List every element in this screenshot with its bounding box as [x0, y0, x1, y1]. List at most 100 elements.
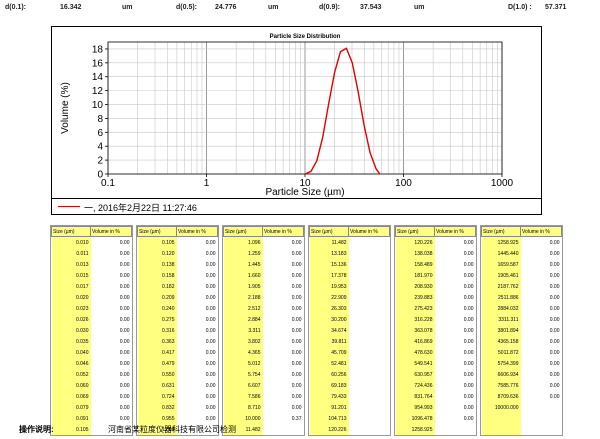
volume-column-header: Volume in %: [434, 226, 476, 237]
size-cell: 1.445: [223, 259, 263, 270]
size-cell: 19.953: [309, 281, 349, 292]
table-row: 79.433: [309, 391, 390, 402]
volume-cell: [348, 391, 390, 402]
size-cell: 0.011: [51, 248, 91, 259]
d05-unit: um: [268, 4, 279, 11]
volume-column-header: Volume in %: [90, 226, 132, 237]
size-cell: 3311.311: [481, 314, 521, 325]
size-cell: 26.303: [309, 303, 349, 314]
size-cell: 239.883: [395, 292, 435, 303]
size-cell: 7585.776: [481, 380, 521, 391]
table-row: 1.096 0.00: [223, 236, 304, 248]
size-cell: 5.012: [223, 358, 263, 369]
volume-cell: 0.00: [520, 325, 562, 336]
table-row: 11.482: [223, 424, 304, 435]
table-row: 630.957 0.00: [395, 369, 476, 380]
table-row: 7585.776 0.00: [481, 380, 562, 391]
size-cell: 30.200: [309, 314, 349, 325]
size-cell: 0.105: [137, 236, 177, 248]
volume-cell: 0.00: [520, 314, 562, 325]
size-cell: 52.481: [309, 358, 349, 369]
table-row: 1659.587 0.00: [481, 259, 562, 270]
table-row: 6606.934 0.00: [481, 369, 562, 380]
volume-cell: 0.00: [262, 402, 304, 413]
volume-cell: 0.00: [434, 325, 476, 336]
volume-cell: 0.00: [90, 402, 132, 413]
volume-cell: [520, 413, 562, 424]
table-row: 0.013 0.00: [51, 259, 132, 270]
size-cell: 120.226: [395, 236, 435, 248]
volume-cell: [434, 424, 476, 435]
size-cell: 724.436: [395, 380, 435, 391]
volume-cell: [348, 413, 390, 424]
size-cell: 6.607: [223, 380, 263, 391]
volume-cell: 0.00: [262, 259, 304, 270]
table-row: 104.713: [309, 413, 390, 424]
size-cell: 4.365: [223, 347, 263, 358]
volume-cell: 0.00: [434, 259, 476, 270]
table-row: 0.105 0.00: [137, 236, 218, 248]
table-row: 0.079 0.00: [51, 402, 132, 413]
size-column-header: Size (µm): [223, 226, 263, 237]
size-table-5: Size (µm) Volume in % 120.226 0.00 138.038 0.…: [394, 225, 477, 436]
volume-cell: [348, 303, 390, 314]
table-row: 4365.158 0.00: [481, 336, 562, 347]
y-axis-label: Volume (%): [60, 82, 71, 134]
size-table-2: Size (µm) Volume in % 0.105 0.00 0.120 0.00 0.…: [136, 225, 219, 436]
volume-cell: 0.00: [90, 325, 132, 336]
d05-value: 24.776: [215, 4, 237, 11]
size-cell: 17.378: [309, 270, 349, 281]
size-cell: [481, 424, 521, 435]
size-cell: 22.909: [309, 292, 349, 303]
distribution-curve: [304, 47, 381, 175]
size-cell: 0.105: [51, 424, 91, 435]
volume-cell: 0.00: [176, 303, 218, 314]
table-row: [481, 424, 562, 435]
volume-cell: 0.00: [176, 380, 218, 391]
volume-cell: 0.00: [90, 259, 132, 270]
table-row: 69.183: [309, 380, 390, 391]
volume-cell: 0.00: [176, 391, 218, 402]
volume-cell: 0.00: [90, 347, 132, 358]
table-row: 138.038 0.00: [395, 248, 476, 259]
table-row: 1096.478 0.00: [395, 413, 476, 424]
size-cell: 831.764: [395, 391, 435, 402]
d09-label: d(0.9):: [319, 4, 340, 11]
table-row: 60.256: [309, 369, 390, 380]
size-cell: 0.020: [51, 292, 91, 303]
size-cell: 13.183: [309, 248, 349, 259]
volume-cell: [176, 424, 218, 435]
d09-unit: um: [414, 4, 425, 11]
size-cell: 2.188: [223, 292, 263, 303]
volume-cell: 0.00: [434, 413, 476, 424]
table-row: 0.955 0.00: [137, 413, 218, 424]
size-cell: 1445.440: [481, 248, 521, 259]
volume-cell: 0.00: [176, 336, 218, 347]
size-cell: 11.482: [223, 424, 263, 435]
volume-cell: 0.00: [90, 303, 132, 314]
volume-cell: [348, 325, 390, 336]
volume-cell: 0.00: [176, 259, 218, 270]
size-cell: 0.040: [51, 347, 91, 358]
volume-cell: [348, 270, 390, 281]
volume-cell: 0.00: [90, 336, 132, 347]
size-cell: 1.096: [223, 236, 263, 248]
volume-cell: 0.00: [176, 314, 218, 325]
table-row: 26.303: [309, 303, 390, 314]
size-cell: 0.069: [51, 391, 91, 402]
size-cell: 1.905: [223, 281, 263, 292]
x-tick-label: 0.1: [101, 178, 115, 189]
table-row: 416.869 0.00: [395, 336, 476, 347]
volume-cell: 0.00: [520, 236, 562, 248]
size-cell: 0.363: [137, 336, 177, 347]
size-cell: 1.660: [223, 270, 263, 281]
size-cell: 0.158: [137, 270, 177, 281]
volume-cell: [348, 336, 390, 347]
table-row: 2.188 0.00: [223, 292, 304, 303]
volume-cell: [348, 358, 390, 369]
volume-column-header: Volume in %: [520, 226, 562, 237]
volume-cell: 0.00: [434, 314, 476, 325]
size-cell: 158.489: [395, 259, 435, 270]
volume-cell: [348, 292, 390, 303]
volume-cell: 0.00: [262, 347, 304, 358]
